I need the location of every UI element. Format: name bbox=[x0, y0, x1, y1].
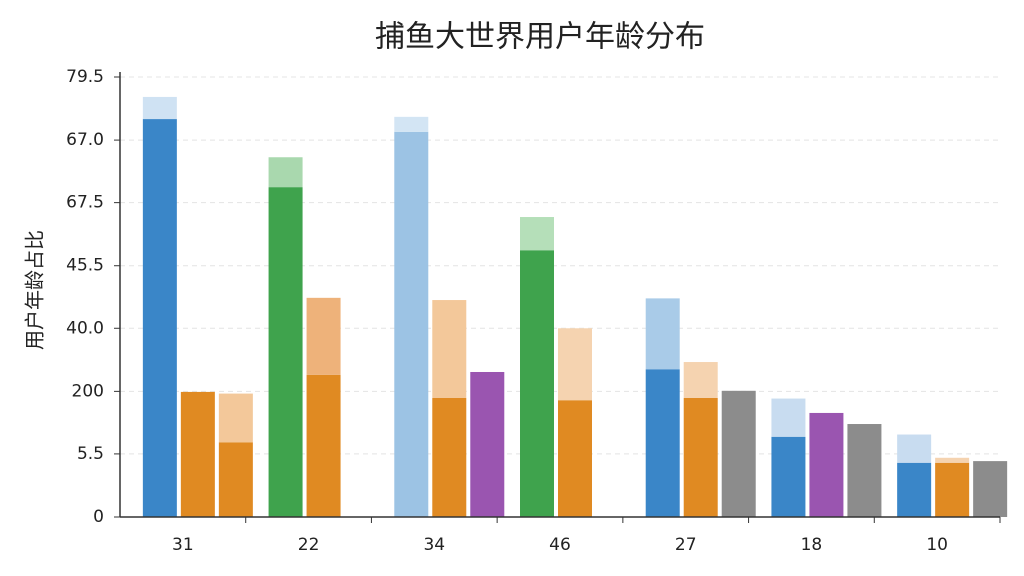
x-tick-label: 18 bbox=[801, 535, 823, 555]
bar bbox=[897, 434, 932, 463]
y-tick-label: 67.5 bbox=[66, 193, 104, 213]
bar bbox=[268, 157, 303, 188]
y-tick-label: 200 bbox=[72, 381, 104, 401]
bar bbox=[558, 400, 592, 517]
chart-title: 捕鱼大世界用户年龄分布 bbox=[375, 20, 705, 55]
x-tick-label: 46 bbox=[549, 535, 571, 555]
bar bbox=[520, 217, 554, 251]
y-tick-label: 45.5 bbox=[66, 256, 104, 276]
bar bbox=[432, 300, 467, 399]
bar bbox=[683, 362, 718, 399]
bar bbox=[973, 461, 1008, 517]
bar bbox=[897, 462, 932, 517]
y-tick-label: 40.0 bbox=[66, 318, 104, 338]
y-tick-label: 79.5 bbox=[66, 67, 104, 87]
bar bbox=[645, 369, 680, 517]
bar bbox=[180, 391, 215, 517]
x-tick-label: 31 bbox=[172, 535, 194, 555]
bar bbox=[306, 297, 341, 375]
x-tick-label: 27 bbox=[675, 535, 697, 555]
y-tick-label: 5.5 bbox=[77, 444, 104, 464]
y-tick-label: 67.0 bbox=[66, 130, 104, 150]
y-tick-label: 0 bbox=[93, 507, 104, 527]
bar bbox=[394, 116, 429, 132]
bar bbox=[432, 398, 467, 517]
y-axis-label: 用户年龄占比 bbox=[23, 230, 47, 350]
bar bbox=[935, 457, 970, 463]
bar bbox=[268, 187, 303, 517]
bar bbox=[218, 442, 253, 517]
bar bbox=[218, 393, 253, 443]
bar bbox=[142, 96, 177, 120]
bar bbox=[306, 374, 341, 517]
bar bbox=[470, 371, 505, 517]
bar bbox=[683, 398, 718, 517]
bar bbox=[935, 462, 970, 517]
bar bbox=[771, 436, 806, 517]
bar bbox=[847, 424, 882, 517]
bar bbox=[809, 412, 844, 517]
bar bbox=[558, 328, 592, 401]
bar bbox=[645, 298, 680, 370]
x-tick-label: 22 bbox=[298, 535, 320, 555]
bar bbox=[721, 390, 756, 517]
x-tick-label: 10 bbox=[926, 535, 948, 555]
bar bbox=[394, 131, 429, 517]
bar bbox=[771, 398, 806, 437]
bar bbox=[142, 119, 177, 517]
x-tick-label: 34 bbox=[423, 535, 445, 555]
bar bbox=[520, 250, 554, 517]
